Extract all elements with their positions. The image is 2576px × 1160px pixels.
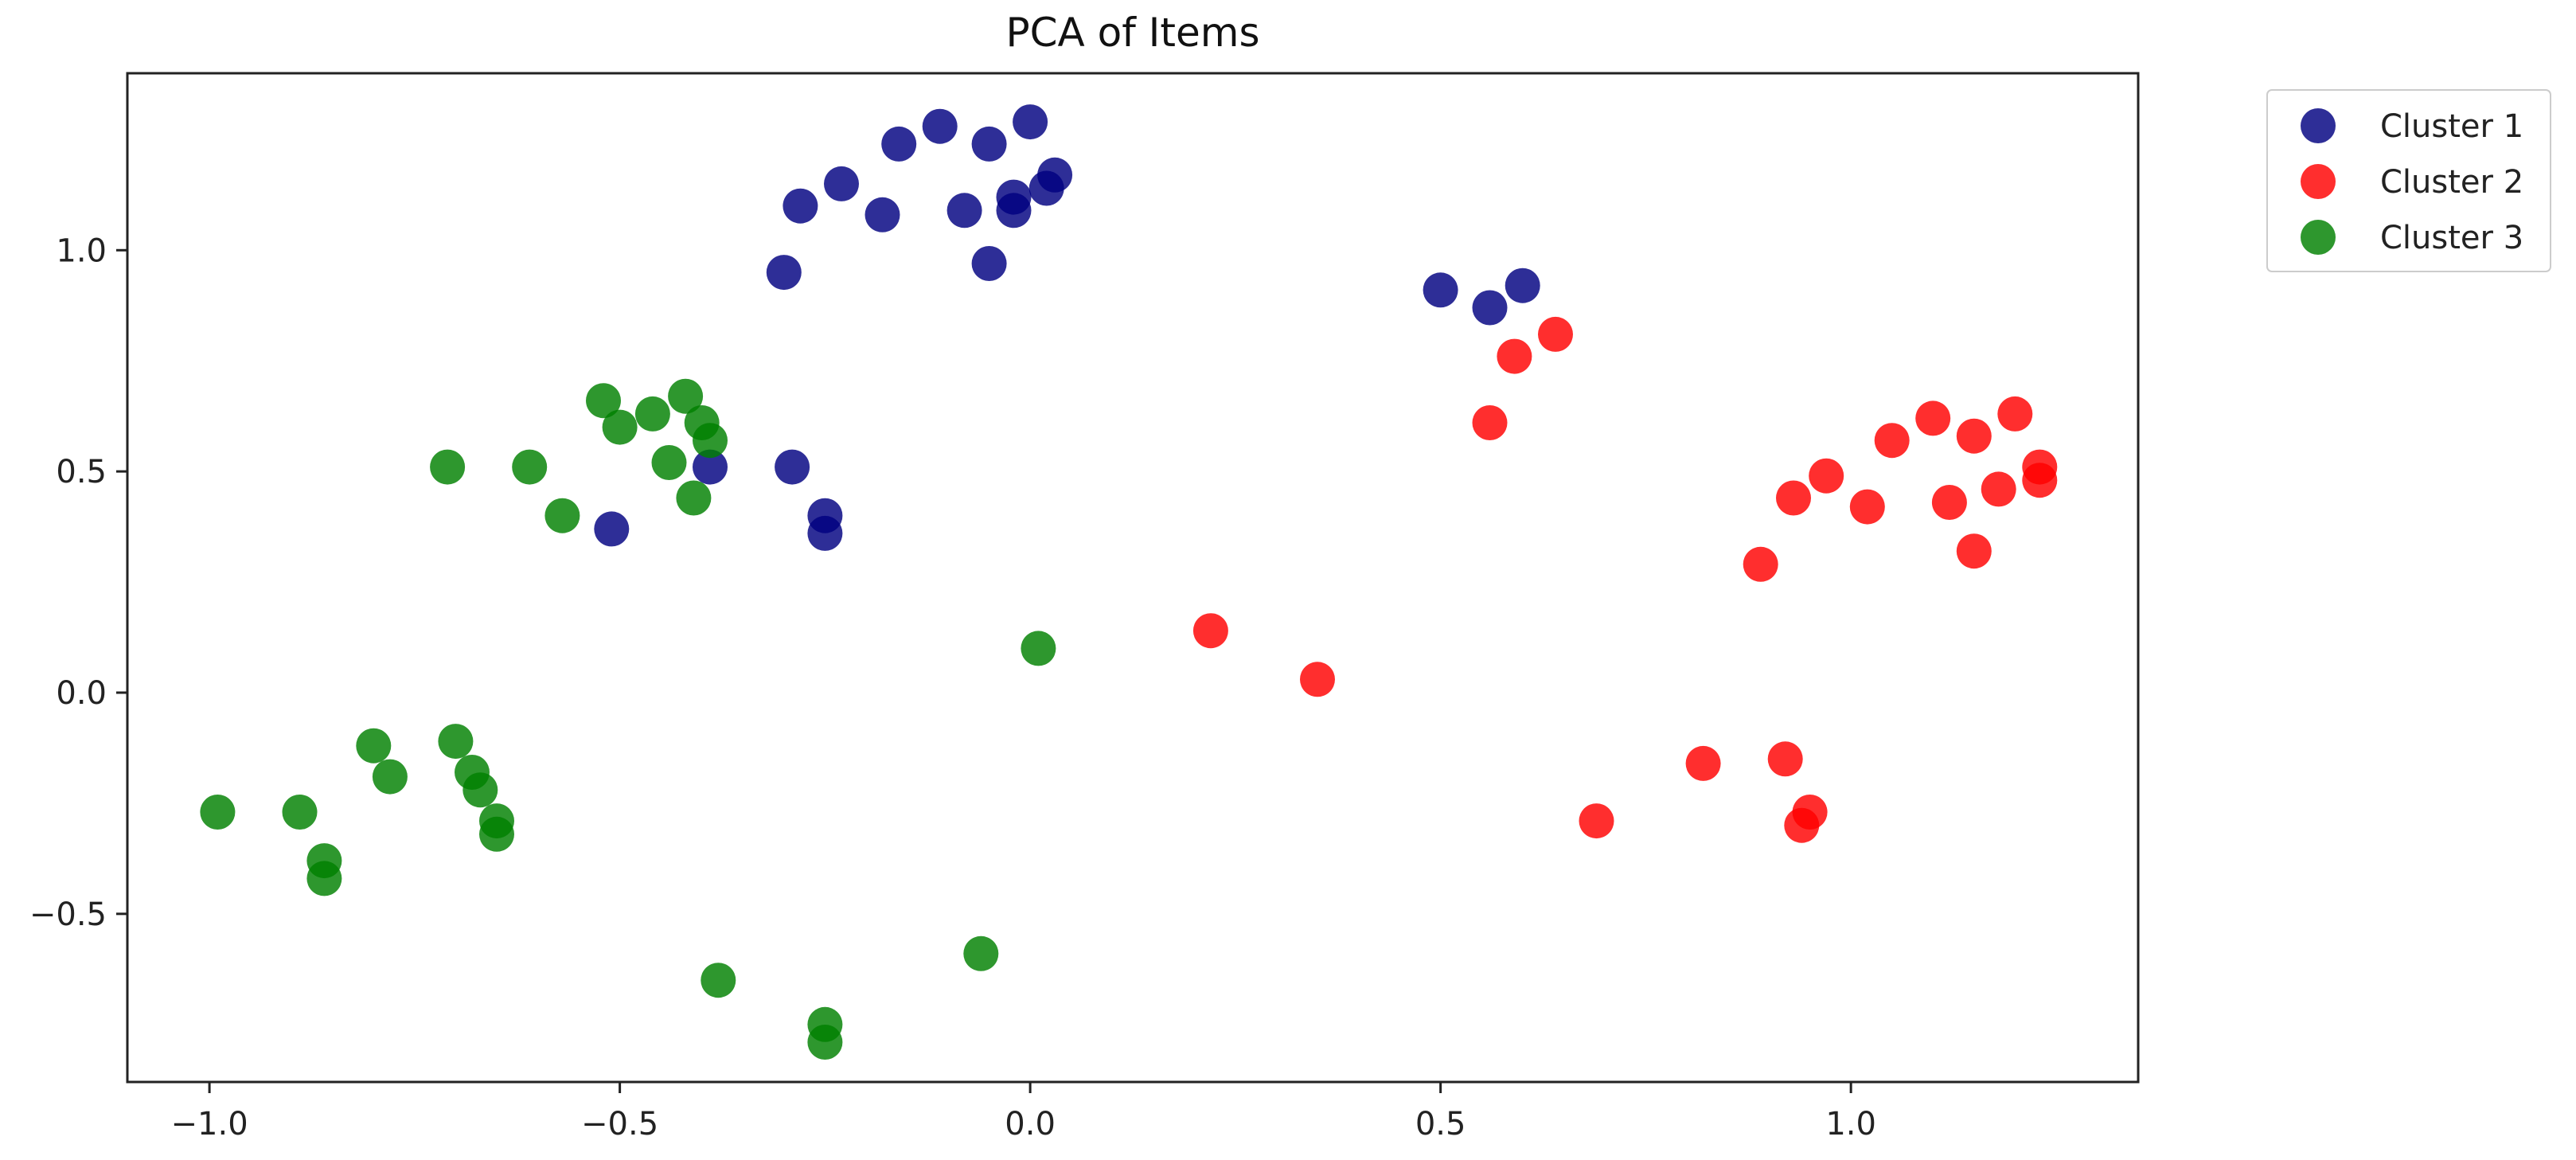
data-point — [775, 449, 810, 485]
data-point — [602, 409, 638, 445]
data-point — [807, 1025, 843, 1060]
data-point — [668, 378, 704, 414]
data-point — [1497, 338, 1532, 374]
legend-box — [2266, 89, 2551, 272]
y-axis: −0.5 0.0 0.5 1.0 — [29, 232, 127, 933]
plot-frame — [126, 72, 2140, 1084]
data-point — [372, 759, 408, 795]
data-point — [1300, 662, 1335, 697]
data-point — [356, 728, 392, 764]
legend-marker — [2301, 108, 2336, 143]
data-point — [1579, 803, 1614, 839]
data-point — [1809, 458, 1844, 494]
data-point — [2022, 463, 2058, 498]
data-point — [1685, 745, 1721, 781]
data-point — [1472, 405, 1508, 440]
data-point — [512, 449, 548, 485]
data-point — [1743, 546, 1778, 582]
data-point — [1037, 157, 1073, 193]
data-point — [971, 126, 1007, 162]
data-point — [922, 108, 958, 144]
legend-label: Cluster 3 — [2380, 220, 2523, 256]
x-tick-label: 0.5 — [1415, 1106, 1466, 1142]
data-point — [479, 816, 514, 852]
legend-marker — [2301, 164, 2336, 199]
series-cluster-2 — [1192, 316, 2058, 843]
data-point — [701, 963, 736, 998]
data-point — [1538, 316, 1573, 352]
data-point — [544, 498, 580, 533]
data-point — [693, 449, 728, 485]
data-point — [634, 396, 670, 432]
data-point — [1981, 471, 2016, 507]
points-layer — [200, 104, 2058, 1060]
data-point — [1767, 741, 1803, 777]
data-point — [463, 772, 498, 808]
x-axis: −1.0 −0.5 0.0 0.5 1.0 — [171, 1082, 1876, 1142]
x-tick-label: 0.0 — [1005, 1106, 1056, 1142]
y-tick-label: 0.0 — [56, 675, 107, 712]
data-point — [865, 197, 900, 232]
data-point — [971, 246, 1007, 281]
data-point — [306, 861, 342, 896]
data-point — [586, 383, 621, 419]
x-tick-label: −1.0 — [171, 1106, 248, 1142]
data-point — [946, 193, 982, 228]
legend-label: Cluster 1 — [2380, 108, 2523, 145]
data-point — [1505, 268, 1540, 303]
data-point — [1915, 400, 1951, 436]
legend-marker — [2301, 220, 2336, 255]
data-point — [1784, 807, 1820, 843]
data-point — [807, 498, 843, 533]
chart-title: PCA of Items — [1005, 10, 1259, 56]
data-point — [1776, 480, 1811, 516]
data-point — [438, 724, 474, 760]
data-point — [766, 255, 802, 291]
data-point — [651, 445, 687, 480]
data-point — [824, 166, 859, 201]
y-tick-label: 1.0 — [56, 232, 107, 269]
series-cluster-3 — [200, 378, 1056, 1060]
data-point — [282, 795, 318, 830]
data-point — [200, 795, 236, 830]
data-point — [1956, 533, 1992, 569]
data-point — [676, 480, 712, 516]
data-point — [1013, 104, 1048, 140]
data-point — [783, 188, 818, 224]
data-point — [996, 179, 1032, 215]
data-point — [1874, 423, 1910, 459]
data-point — [881, 126, 917, 162]
x-tick-label: −0.5 — [581, 1106, 658, 1142]
data-point — [1192, 613, 1228, 649]
data-point — [1849, 489, 1885, 525]
y-tick-label: 0.5 — [56, 454, 107, 490]
data-point — [1423, 272, 1458, 308]
data-point — [693, 423, 728, 459]
y-tick-label: −0.5 — [29, 896, 107, 933]
series-cluster-1 — [594, 104, 1540, 551]
data-point — [1997, 396, 2033, 432]
legend: Cluster 1 Cluster 2 Cluster 3 — [2266, 89, 2551, 272]
data-point — [1956, 418, 1992, 454]
data-point — [1472, 290, 1508, 326]
x-tick-label: 1.0 — [1825, 1106, 1876, 1142]
data-point — [1931, 485, 1967, 520]
data-point — [1021, 631, 1056, 666]
data-point — [963, 935, 999, 971]
legend-label: Cluster 2 — [2380, 164, 2523, 201]
data-point — [594, 511, 630, 547]
data-point — [430, 449, 466, 485]
